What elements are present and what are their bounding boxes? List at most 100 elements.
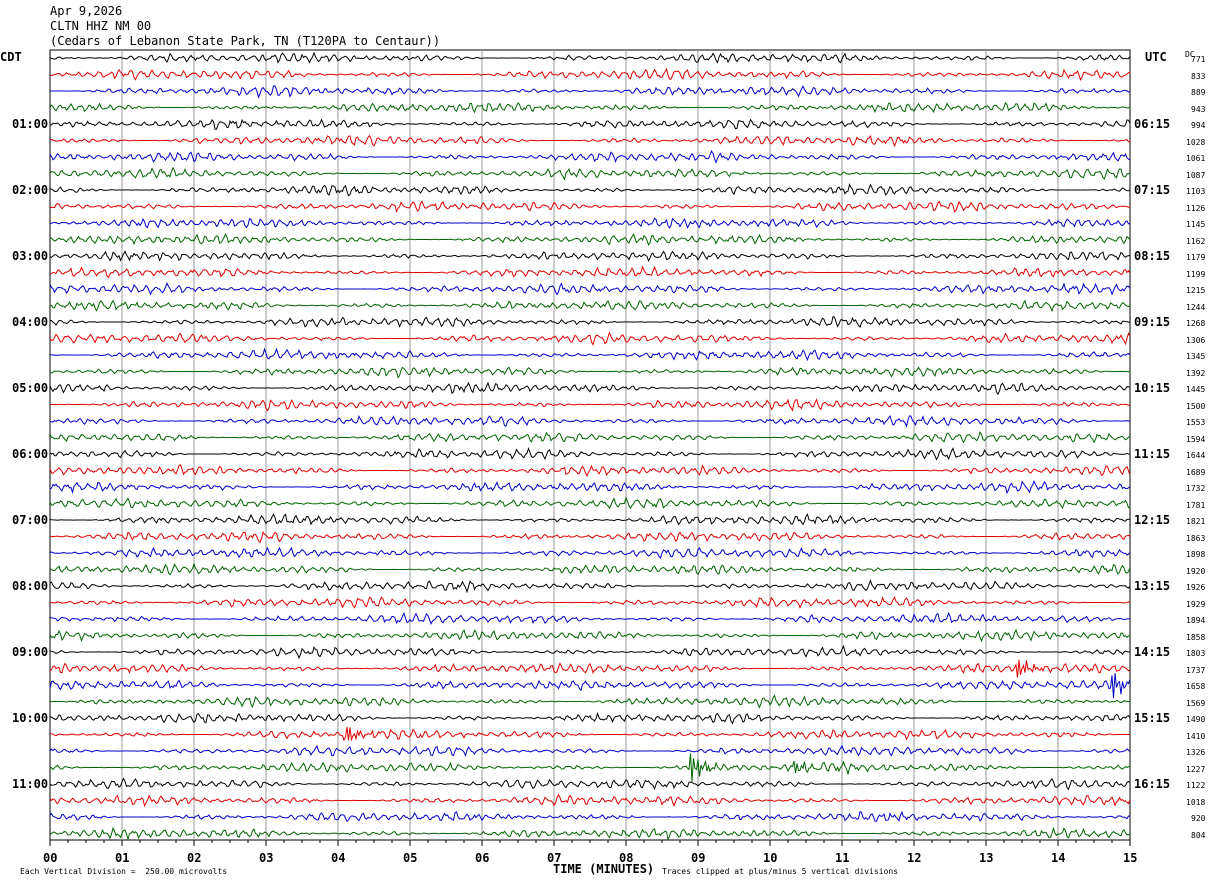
dc-offset-label: 1326 [1186, 748, 1206, 757]
dc-offset-label: 1490 [1186, 715, 1206, 724]
dc-offset-label: 1122 [1186, 781, 1206, 790]
dc-offset-label: 1644 [1186, 451, 1206, 460]
dc-offset-label: 833 [1191, 71, 1206, 81]
dc-offset-label: 1500 [1186, 401, 1206, 411]
right-timezone-label: UTC [1145, 50, 1167, 64]
x-tick-label: 12 [907, 851, 922, 865]
dc-header-label: DC [1185, 50, 1195, 59]
trace-line [49, 51, 1131, 64]
dc-offset-label: 1126 [1186, 203, 1206, 213]
trace-line [49, 366, 1131, 379]
trace-line [49, 431, 1131, 444]
dc-offset-label: 1929 [1186, 599, 1206, 609]
x-tick-label: 14 [1051, 851, 1066, 865]
right-hour-label: 06:15 [1134, 117, 1171, 131]
trace-line [49, 464, 1131, 477]
trace-line [49, 200, 1131, 213]
trace-line [49, 810, 1131, 822]
trace-line [49, 446, 1131, 461]
dc-offset-label: 1594 [1186, 434, 1206, 444]
dc-offset-label: 1920 [1186, 566, 1206, 576]
dc-offset-label: 1689 [1186, 467, 1206, 477]
trace-line [49, 250, 1131, 263]
x-tick-label: 10 [763, 851, 778, 865]
trace-line [49, 381, 1131, 396]
left-hour-label: 07:00 [12, 513, 49, 527]
dc-offset-label: 1306 [1186, 335, 1206, 345]
left-hour-label: 08:00 [12, 579, 49, 593]
trace-line [49, 628, 1131, 643]
left-timezone-label: CDT [0, 50, 22, 64]
trace-line [49, 611, 1130, 626]
trace-line [49, 331, 1131, 346]
dc-offset-label: 1028 [1186, 137, 1206, 147]
x-tick-label: 09 [691, 851, 706, 865]
trace-line [49, 826, 1131, 841]
trace-line [50, 694, 1131, 709]
dc-offset-label: 920 [1191, 814, 1206, 823]
clip-note: Traces clipped at plus/minus 5 vertical … [662, 867, 899, 876]
right-hour-label: 08:15 [1134, 249, 1171, 263]
trace-line [49, 546, 1131, 559]
trace-line [49, 67, 1131, 81]
x-tick-label: 06 [475, 851, 490, 865]
dc-offset-label: 1215 [1186, 286, 1206, 295]
trace-line [49, 596, 1131, 609]
x-tick-label: 02 [187, 851, 202, 865]
right-hour-label: 16:15 [1134, 777, 1171, 791]
dc-offset-label: 943 [1191, 104, 1206, 114]
trace-line [49, 744, 1131, 757]
scale-note: Each Vertical Division = 250.00 microvol… [20, 867, 228, 876]
dc-offset-label: 804 [1191, 830, 1206, 840]
x-tick-label: 08 [619, 851, 634, 865]
dc-offset-label: 1781 [1186, 500, 1206, 510]
left-hour-label: 01:00 [12, 117, 49, 131]
trace-line [49, 166, 1131, 181]
trace-line [49, 316, 1131, 329]
dc-offset-label: 1061 [1186, 154, 1206, 163]
x-tick-label: 07 [547, 851, 562, 865]
trace-line [49, 513, 1131, 526]
dc-offset-label: 1244 [1186, 302, 1206, 312]
dc-offset-label: 1894 [1186, 616, 1206, 625]
x-tick-label: 11 [835, 851, 850, 865]
trace-line [49, 233, 1131, 246]
x-tick-label: 01 [115, 851, 130, 865]
trace-line [49, 579, 1131, 594]
trace-line [49, 753, 1130, 782]
left-hour-label: 04:00 [12, 315, 49, 329]
right-hour-label: 13:15 [1134, 579, 1171, 593]
station-code: CLTN HHZ NM 00 [50, 19, 152, 33]
left-hour-label: 02:00 [12, 183, 49, 197]
x-tick-label: 13 [979, 851, 994, 865]
dc-offset-label: 1162 [1186, 236, 1206, 246]
trace-line [49, 496, 1131, 510]
trace-line [49, 726, 1130, 742]
right-hour-label: 14:15 [1134, 645, 1171, 659]
left-hour-label: 11:00 [12, 777, 49, 791]
left-hour-label: 09:00 [12, 645, 49, 659]
right-hour-label: 10:15 [1134, 381, 1171, 395]
station-location: (Cedars of Lebanon State Park, TN (T120P… [50, 34, 441, 48]
trace-line [49, 777, 1131, 791]
dc-offset-label: 1345 [1186, 352, 1206, 361]
x-tick-label: 04 [331, 851, 346, 865]
x-tick-label: 15 [1123, 851, 1138, 865]
dc-offset-label: 1103 [1186, 187, 1206, 196]
trace-line [50, 182, 1131, 197]
dc-offset-label: 1392 [1186, 368, 1206, 378]
right-hour-label: 11:15 [1134, 447, 1171, 461]
trace-line [49, 347, 1131, 362]
left-hour-label: 05:00 [12, 381, 49, 395]
trace-line [49, 793, 1131, 808]
trace-line [49, 282, 1131, 296]
x-tick-label: 03 [259, 851, 274, 865]
dc-offset-label: 994 [1191, 121, 1206, 130]
dc-offset-label: 1018 [1186, 797, 1206, 807]
dc-offset-label: 1145 [1186, 220, 1206, 229]
trace-line [50, 398, 1131, 412]
trace-line [49, 711, 1131, 725]
dc-offset-label: 1199 [1186, 269, 1206, 279]
dc-offset-label: 1268 [1186, 319, 1206, 328]
